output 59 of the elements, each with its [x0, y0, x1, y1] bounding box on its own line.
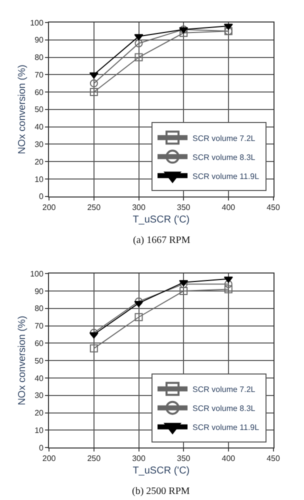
- y-tick-label: 80: [34, 53, 44, 62]
- x-tick-label: 200: [42, 202, 56, 212]
- y-tick-label: 30: [34, 391, 44, 400]
- legend-label: SCR volume 11.9L: [192, 422, 260, 432]
- y-tick-label: 70: [34, 322, 44, 331]
- x-tick-label: 400: [222, 454, 236, 464]
- y-tick-label: 90: [34, 286, 44, 296]
- x-tick-label: 350: [176, 454, 191, 464]
- y-tick-label: 90: [34, 36, 44, 45]
- y-tick-label: 70: [34, 70, 44, 80]
- x-tick-label: 350: [176, 202, 191, 212]
- y-tick-label: 10: [34, 174, 44, 184]
- text: (b) 2500 RPM: [132, 486, 190, 497]
- x-tick-label: 300: [132, 454, 146, 464]
- y-tick-label: 0: [39, 443, 44, 452]
- point: [180, 287, 188, 296]
- y-tick-label: 40: [34, 122, 44, 132]
- y-tick-label: 30: [34, 140, 44, 150]
- x-tick-label: 300: [132, 202, 146, 212]
- point: [180, 28, 188, 37]
- y-tick-label: 100: [30, 269, 44, 278]
- y-tick-label: 50: [34, 105, 44, 114]
- point: [134, 53, 143, 62]
- point: [89, 332, 98, 339]
- point: [134, 300, 144, 308]
- x-tick-label: 450: [266, 454, 280, 464]
- legend-label: SCR volume 7.2L: [192, 134, 256, 143]
- y-tick-label: 10: [34, 426, 44, 435]
- y-tick-label: 40: [34, 374, 44, 383]
- y-tick-label: 60: [34, 339, 44, 348]
- text: (a) 1667 RPM: [133, 235, 190, 246]
- x-tick-label: 250: [87, 454, 102, 464]
- legend-label: SCR volume 8.3L: [192, 404, 256, 413]
- x-tick-label: 200: [42, 454, 56, 464]
- y-tick-label: 100: [30, 18, 44, 28]
- legend-label: SCR volume 11.9L: [192, 172, 260, 181]
- x-axis-title: T_uSCR ('C): [132, 466, 190, 477]
- y-tick-label: 20: [34, 408, 44, 418]
- x-tick-label: 450: [266, 202, 280, 212]
- y-tick-label: 20: [34, 157, 44, 166]
- y-tick-label: 80: [34, 304, 44, 314]
- legend-label: SCR volume 7.2L: [192, 384, 256, 394]
- x-tick-label: 250: [87, 202, 102, 212]
- point: [224, 285, 232, 294]
- point: [90, 344, 98, 352]
- y-axis-title: NOx conversion (%): [17, 64, 28, 154]
- point: [134, 313, 143, 322]
- point: [134, 39, 143, 48]
- y-tick-label: 50: [34, 356, 44, 366]
- point: [224, 280, 232, 288]
- y-tick-label: 0: [39, 192, 44, 202]
- point: [90, 88, 98, 96]
- x-tick-label: 400: [222, 202, 236, 212]
- y-tick-label: 60: [34, 88, 44, 97]
- point: [90, 79, 98, 88]
- x-axis-title: T_uSCR ('C): [132, 214, 190, 226]
- y-axis-title: NOx conversion (%): [17, 316, 28, 406]
- point: [89, 72, 98, 79]
- legend-label: SCR volume 8.3L: [192, 152, 256, 162]
